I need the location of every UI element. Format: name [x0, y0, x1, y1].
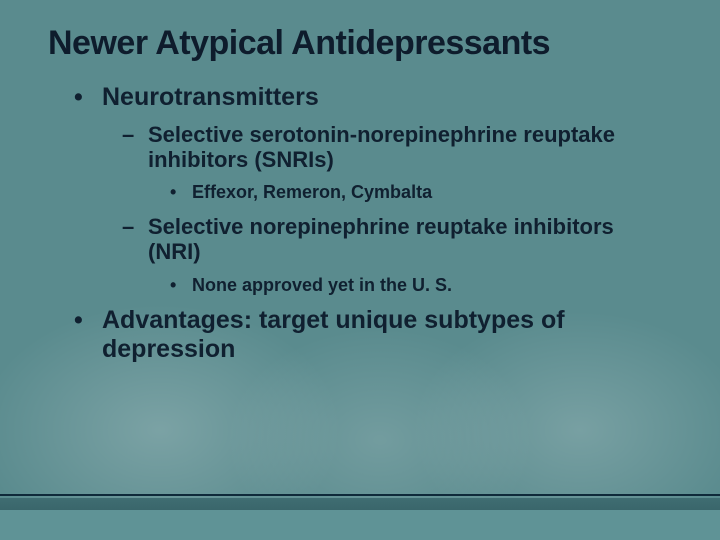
footer-band	[0, 498, 720, 510]
bullet-text: Selective serotonin-norepinephrine reupt…	[148, 122, 615, 172]
bullet-subsublist: None approved yet in the U. S.	[170, 275, 672, 297]
bullet-text: Selective norepinephrine reuptake inhibi…	[148, 214, 614, 264]
bullet-text: None approved yet in the U. S.	[192, 275, 452, 295]
bullet-lvl3: Effexor, Remeron, Cymbalta	[170, 182, 672, 204]
footer-decoration	[0, 486, 720, 540]
footer-base	[0, 510, 720, 540]
slide-title: Newer Atypical Antidepressants	[48, 24, 672, 63]
bullet-sublist: Selective serotonin-norepinephrine reupt…	[122, 122, 672, 296]
bullet-lvl2: Selective norepinephrine reuptake inhibi…	[122, 214, 672, 296]
bullet-list: Neurotransmitters Selective serotonin-no…	[74, 83, 672, 364]
bullet-subsublist: Effexor, Remeron, Cymbalta	[170, 182, 672, 204]
bullet-text: Advantages: target unique subtypes of de…	[102, 306, 565, 363]
bullet-text: Effexor, Remeron, Cymbalta	[192, 182, 432, 202]
slide: Newer Atypical Antidepressants Neurotran…	[0, 0, 720, 540]
bullet-lvl1: Advantages: target unique subtypes of de…	[74, 306, 672, 364]
bullet-lvl2: Selective serotonin-norepinephrine reupt…	[122, 122, 672, 204]
bullet-lvl3: None approved yet in the U. S.	[170, 275, 672, 297]
bullet-lvl1: Neurotransmitters Selective serotonin-no…	[74, 83, 672, 296]
bullet-text: Neurotransmitters	[102, 83, 319, 111]
footer-line	[0, 494, 720, 496]
